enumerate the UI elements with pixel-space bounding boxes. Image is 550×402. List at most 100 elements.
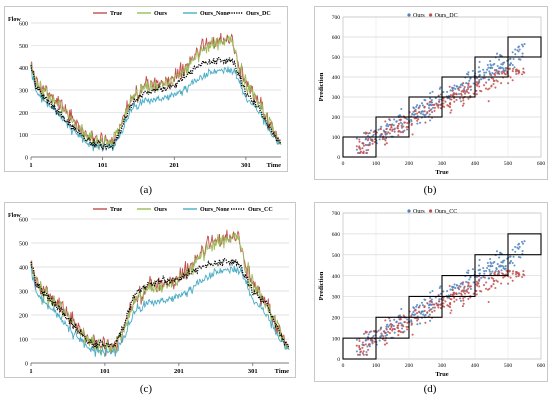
point-ours (416, 122, 419, 125)
y-tick-label: 500 (332, 55, 341, 61)
point-ours (485, 71, 488, 74)
point-ours-dc (406, 122, 409, 125)
error-range-box (342, 136, 377, 158)
point-ours-cc (483, 276, 486, 279)
point-ours-dc (405, 126, 408, 129)
point-ours-dc (511, 70, 514, 73)
point-ours-cc (400, 324, 403, 327)
point-ours-dc (437, 94, 440, 97)
point-ours-dc (428, 110, 431, 113)
y-tick-label: 500 (19, 44, 28, 50)
point-ours (468, 79, 471, 82)
point-ours (475, 77, 479, 80)
point-ours (469, 77, 472, 80)
point-ours (453, 283, 456, 286)
point-ours (486, 266, 489, 270)
x-axis-label: True (435, 371, 448, 378)
point-ours-cc (512, 270, 515, 273)
error-range-box (342, 337, 377, 360)
point-ours-dc (358, 140, 361, 143)
point-ours-cc (508, 269, 511, 272)
point-ours (496, 64, 499, 68)
point-ours-dc (396, 127, 400, 130)
point-ours-dc (391, 128, 394, 131)
point-ours-cc (385, 327, 388, 330)
point-ours (438, 298, 441, 301)
point-ours (495, 268, 498, 271)
point-ours (369, 129, 373, 132)
legend-label: Ours_None (200, 207, 230, 213)
point-ours-dc (462, 102, 465, 105)
point-ours (422, 113, 425, 116)
x-tick-label: 200 (405, 161, 414, 167)
x-tick-label: 500 (504, 363, 513, 369)
point-ours (427, 306, 431, 309)
series-line-ours-none (30, 66, 282, 152)
x-tick-label: 201 (174, 368, 184, 375)
point-ours-cc (492, 277, 495, 280)
point-ours (355, 148, 358, 151)
point-ours-cc (383, 330, 386, 333)
legend-label: Ours (413, 13, 425, 19)
point-ours-cc (453, 292, 456, 295)
point-ours-dc (397, 134, 400, 137)
legend-label: Ours (413, 209, 425, 215)
point-ours (516, 49, 519, 52)
point-ours-cc (479, 289, 482, 293)
point-ours-cc (463, 285, 466, 288)
point-ours-dc (379, 127, 382, 131)
point-ours (355, 338, 358, 341)
point-ours (386, 123, 389, 126)
point-ours (487, 78, 490, 81)
point-ours (428, 103, 431, 106)
point-ours (512, 255, 515, 258)
point-ours (410, 319, 413, 322)
point-ours-dc (450, 109, 453, 112)
point-ours-cc (424, 321, 427, 324)
legend-label: Ours (154, 11, 168, 17)
point-ours (438, 98, 441, 101)
point-ours-cc (438, 300, 441, 303)
point-ours-cc (380, 332, 383, 335)
point-ours-cc (468, 285, 471, 288)
caption-a: (a) (139, 184, 153, 196)
point-ours (518, 48, 521, 51)
point-ours-dc (399, 119, 402, 122)
point-ours-dc (502, 71, 506, 74)
point-ours-dc (475, 93, 478, 96)
point-ours (418, 104, 421, 107)
point-ours-cc (405, 325, 408, 328)
point-ours-dc (367, 148, 370, 152)
point-ours (511, 51, 514, 54)
legend-marker (407, 13, 411, 17)
point-ours (472, 82, 475, 85)
x-tick-label: 400 (471, 161, 480, 167)
point-ours-dc (482, 84, 486, 87)
point-ours (482, 275, 485, 279)
point-ours (413, 314, 416, 317)
point-ours (418, 304, 421, 307)
point-ours (477, 269, 480, 272)
point-ours-cc (388, 332, 391, 335)
panel-a: 0 100 200 300 400 500 600 1 101 201 301 Flow Time Tru… (4, 6, 288, 172)
point-ours-cc (368, 331, 371, 334)
point-ours (497, 67, 501, 70)
point-ours-cc (385, 342, 388, 345)
point-ours (429, 291, 432, 294)
point-ours (502, 265, 505, 268)
point-ours (442, 290, 445, 293)
point-ours (431, 289, 434, 293)
point-ours-cc (437, 304, 440, 307)
point-ours (455, 284, 458, 287)
point-ours-cc (442, 299, 445, 302)
point-ours (395, 320, 398, 323)
point-ours-dc (356, 151, 360, 155)
x-tick-label: 100 (372, 363, 381, 369)
point-ours (521, 242, 525, 245)
legend-label: True (110, 207, 123, 213)
x-tick-label: 0 (342, 161, 345, 167)
point-ours-cc (497, 270, 500, 273)
error-range-box (474, 254, 509, 277)
y-axis-label: Prediction (318, 72, 325, 101)
point-ours-cc (502, 276, 505, 279)
